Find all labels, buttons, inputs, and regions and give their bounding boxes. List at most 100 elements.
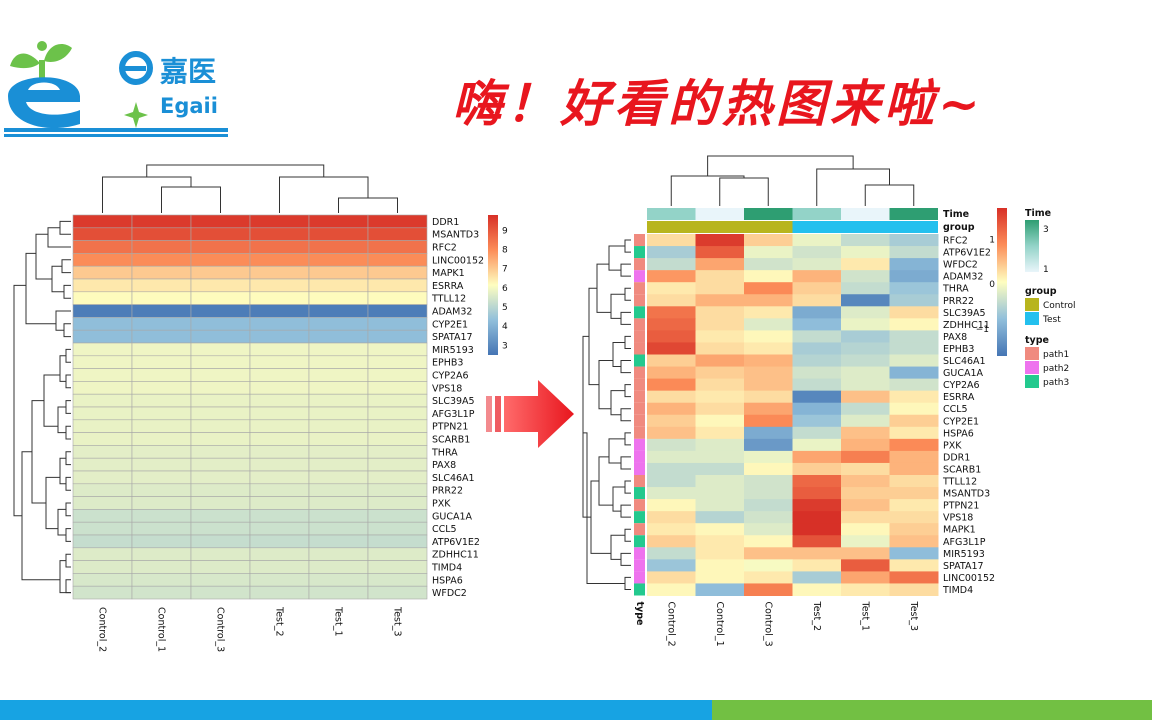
heatmap-cell: [744, 487, 793, 500]
heatmap-cell: [841, 475, 890, 488]
arrow-shape: [504, 380, 574, 448]
heatmap-cell: [841, 499, 890, 512]
heatmap-cell: [131, 214, 192, 229]
heatmap-right-row-dendrogram-branch: [620, 504, 631, 518]
heatmap-cell: [367, 521, 428, 536]
heatmap-right-row-dendrogram-branch: [624, 335, 631, 349]
row-label: PAX8: [432, 460, 456, 471]
heatmap-cell: [72, 240, 133, 254]
heatmap-cell: [190, 470, 251, 485]
heatmap-cell: [249, 355, 310, 369]
time-legend-gradient: [1025, 220, 1039, 272]
heatmap-left-row-dendrogram-branch: [25, 252, 56, 325]
type-annotation-cell: [634, 342, 645, 355]
heatmap-cell: [308, 291, 369, 305]
heatmap-left-row-dendrogram-branch: [65, 425, 71, 440]
heatmap-left-row-dendrogram-branch: [59, 355, 66, 382]
heatmap-cell: [131, 317, 192, 331]
heatmap-left-row-dendrogram-branch: [59, 457, 66, 485]
heatmap-cell: [72, 214, 133, 229]
heatmap-cell: [792, 547, 842, 560]
heatmap-cell: [792, 246, 842, 259]
heatmap-right-row-dendrogram-branch: [610, 534, 625, 560]
column-label: Control_2: [665, 602, 676, 647]
heatmap-cell: [249, 496, 310, 510]
heatmap-cell: [131, 470, 192, 485]
heatmap-cell: [190, 368, 251, 382]
row-label: CYP2A6: [943, 380, 980, 391]
group-legend-swatch: [1025, 312, 1039, 325]
type-legend-swatch: [1025, 361, 1039, 374]
type-annotation-cell: [634, 499, 645, 512]
heatmap-left-row-dendrogram-branch: [35, 233, 52, 280]
heatmap-right-row-dendrogram-branch: [624, 432, 631, 446]
heatmap-cell: [889, 342, 939, 355]
heatmap-cell: [131, 483, 192, 497]
heatmap-cell: [190, 560, 251, 574]
heatmap-cell: [190, 393, 251, 408]
heatmap-cell: [249, 253, 310, 267]
heatmap-cell: [792, 342, 842, 355]
heatmap-cell: [131, 534, 192, 549]
heatmap-cell: [744, 571, 793, 584]
heatmap-cell: [841, 511, 890, 524]
heatmap-cell: [889, 571, 939, 584]
heatmap-right-colorbar: [997, 208, 1007, 356]
heatmap-cell: [72, 304, 133, 318]
heatmap-right: Time group type RFC2ATP6V1E2WFDC2ADAM32THRA…: [582, 155, 1076, 647]
row-label: ADAM32: [943, 272, 983, 283]
arrow-stripe-1: [486, 396, 492, 432]
heatmap-cell: [647, 306, 696, 319]
heatmap-cell: [841, 330, 890, 343]
heatmap-cell: [367, 496, 428, 510]
heatmap-cell: [131, 419, 192, 433]
row-label: PRR22: [943, 296, 974, 307]
heatmap-cell: [190, 406, 251, 421]
heatmap-cell: [131, 368, 192, 382]
type-legend-title: type: [1025, 335, 1049, 346]
heatmap-cell: [889, 583, 939, 596]
heatmap-cell: [72, 381, 133, 395]
heatmap-cell: [367, 445, 428, 459]
heatmap-cell: [367, 291, 428, 305]
heatmap-cell: [841, 234, 890, 247]
row-label: TIMD4: [431, 563, 462, 574]
row-label: LINC00152: [943, 573, 995, 584]
heatmap-cell: [744, 426, 793, 440]
heatmap-cell: [249, 342, 310, 357]
heatmap-cell: [367, 573, 428, 587]
type-annotation-cell: [634, 402, 645, 415]
heatmap-cell: [190, 585, 251, 600]
heatmap-cell: [889, 511, 939, 524]
column-label: Test_2: [811, 601, 822, 632]
type-legend-level: path2: [1043, 364, 1069, 374]
row-label: PXK: [432, 499, 451, 510]
column-label: Control_3: [215, 607, 226, 652]
heatmap-cell: [190, 547, 251, 561]
logo-sparkle: [124, 102, 148, 128]
heatmap-cell: [190, 278, 251, 293]
heatmap-cell: [889, 499, 939, 512]
group-annotation-cell: [889, 221, 938, 233]
heatmap-cell: [744, 246, 793, 259]
heatmap-cell: [695, 523, 745, 536]
heatmap-cell: [792, 438, 842, 452]
heatmap-cell: [695, 402, 745, 416]
row-label: VPS18: [943, 513, 973, 524]
heatmap-cell: [695, 390, 745, 404]
heatmap-left-column-dendrogram: [102, 164, 398, 213]
row-label: SPATA17: [432, 332, 473, 343]
heatmap-cell: [889, 414, 939, 428]
heatmap-cell: [249, 291, 310, 305]
heatmap-cell: [744, 511, 793, 524]
heatmap-cell: [744, 318, 793, 331]
heatmap-cell: [190, 445, 251, 459]
heatmap-cell: [72, 342, 133, 357]
colorbar-tick-label: 5: [502, 303, 508, 313]
heatmap-cell: [889, 523, 939, 536]
type-annotation-cell: [634, 426, 645, 439]
heatmap-left-row-dendrogram-branch: [55, 310, 71, 331]
heatmap-cell: [72, 521, 133, 536]
heatmap-cell: [190, 317, 251, 331]
heatmap-cell: [308, 509, 369, 523]
